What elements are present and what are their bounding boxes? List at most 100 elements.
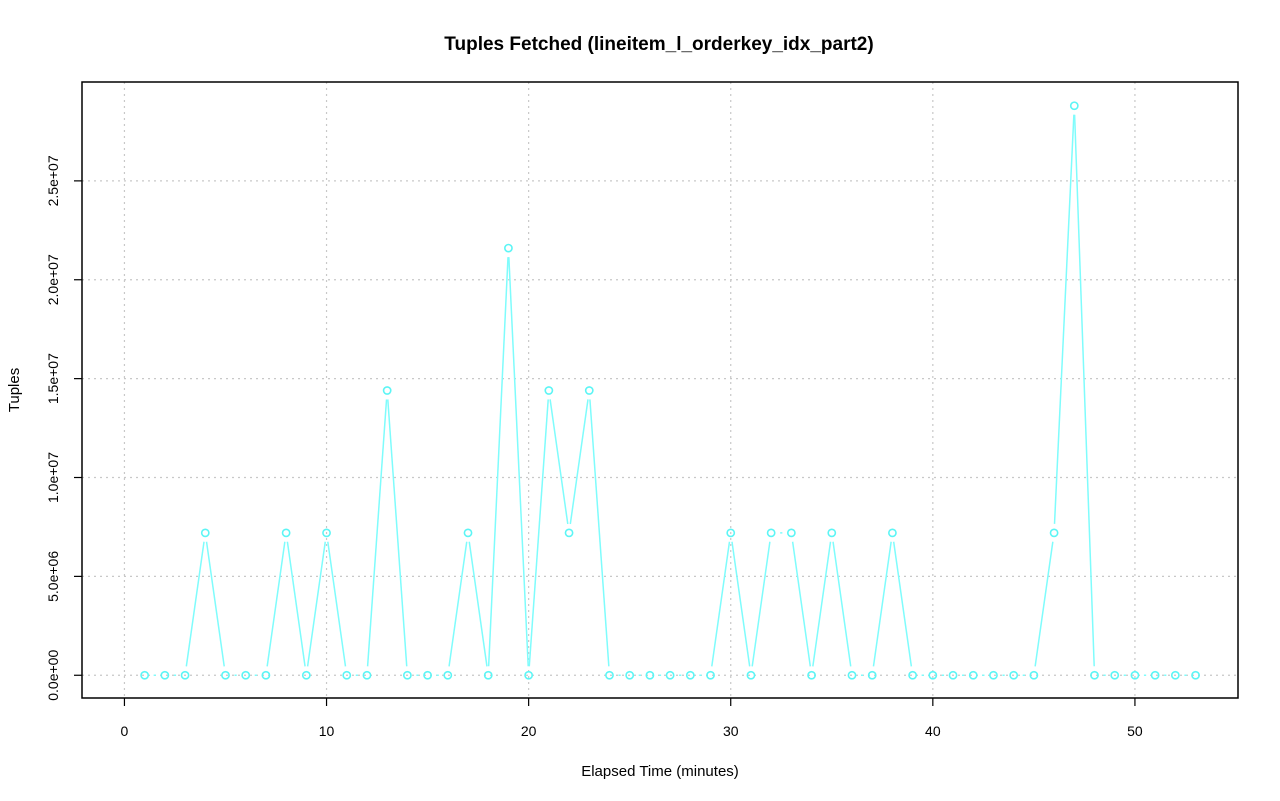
x-axis-label: Elapsed Time (minutes) [581,763,739,780]
data-point [584,386,594,395]
data-point [1191,670,1200,680]
data-point [241,670,251,680]
data-point [463,528,473,538]
data-point [968,670,978,680]
data-point [948,670,958,680]
data-point [1049,528,1059,538]
y-axis-label: Tuples [6,368,23,412]
x-tick-label: 50 [1127,723,1143,739]
x-tick-label: 40 [925,723,941,739]
series-segment [549,399,569,525]
series-segment [872,541,892,667]
series-segment [1053,114,1075,524]
grid [82,82,1238,698]
series-segment [892,541,913,667]
data-point [645,670,655,680]
x-axis: 0 10 20 30 40 50 [121,698,1143,739]
data-point [786,528,796,538]
data-point [1029,670,1039,680]
series-segment [1073,114,1095,667]
data-point [1110,670,1120,680]
data-point [1090,670,1099,680]
series-points [140,101,1200,680]
data-point [362,670,372,680]
x-tick-label: 30 [723,723,739,739]
data-point [1150,670,1160,680]
plot-frame [81,81,1239,699]
series-segment [731,541,751,667]
data-point [665,670,675,680]
series-segment [791,541,812,667]
data-point [504,243,513,253]
data-point [726,528,736,538]
x-tick-label: 0 [121,723,129,739]
data-point [766,528,776,538]
data-point [423,670,432,680]
y-tick-label: 2.0e+07 [45,254,61,305]
series-segment [205,541,225,667]
series-segment [327,541,347,667]
data-point [989,670,998,680]
data-point [342,670,352,680]
series-segment [448,541,468,667]
data-point [261,670,271,680]
y-tick-label: 2.5e+07 [45,155,61,206]
data-point [888,528,897,538]
data-point [1009,670,1019,680]
data-point [847,670,857,680]
series-segment [185,541,205,667]
data-point [1170,670,1180,680]
series-segment [528,399,549,667]
data-point [605,670,614,680]
y-tick-label: 1.0e+07 [45,452,61,503]
data-point [807,670,816,680]
data-point [706,670,715,680]
data-point [322,528,331,538]
data-point [443,670,453,680]
data-point [544,386,554,395]
data-point [402,670,412,680]
series-segment [1034,541,1054,667]
series-segment [589,399,610,667]
series-segment [366,399,388,667]
data-point [827,528,837,538]
x-tick-label: 10 [319,723,335,739]
data-point [1130,670,1140,680]
chart-title: Tuples Fetched (lineitem_l_orderkey_idx_… [444,34,873,55]
series-segment [387,399,408,667]
series-segment [306,541,327,667]
series-segment [711,541,731,667]
series-line [153,114,1187,677]
data-point [221,670,230,680]
data-point [867,670,877,680]
data-point [1069,101,1079,111]
data-point [483,670,493,680]
series-segment [812,541,832,667]
data-point [180,670,190,680]
data-point [625,670,635,680]
data-point [564,528,574,538]
series-segment [266,541,286,667]
data-point [382,386,392,395]
series-segment [569,399,589,525]
data-point [200,528,210,538]
series-segment [468,541,488,667]
data-point [160,670,170,680]
series-segment [508,257,529,667]
data-point [908,670,918,680]
series-segment [286,541,306,667]
y-tick-label: 0.0e+00 [45,650,61,701]
y-tick-label: 1.5e+07 [45,353,61,404]
data-point [746,670,756,680]
data-point [524,670,534,680]
data-point [301,670,311,680]
x-tick-label: 20 [521,723,537,739]
series-segment [832,541,852,667]
data-point [928,670,938,680]
y-axis: 0.0e+00 5.0e+06 1.0e+07 1.5e+07 2.0e+07 2.5e+… [45,155,82,701]
data-point [281,528,291,538]
data-point [685,670,695,680]
y-tick-label: 5.0e+06 [45,551,61,602]
series-segment [751,541,771,667]
